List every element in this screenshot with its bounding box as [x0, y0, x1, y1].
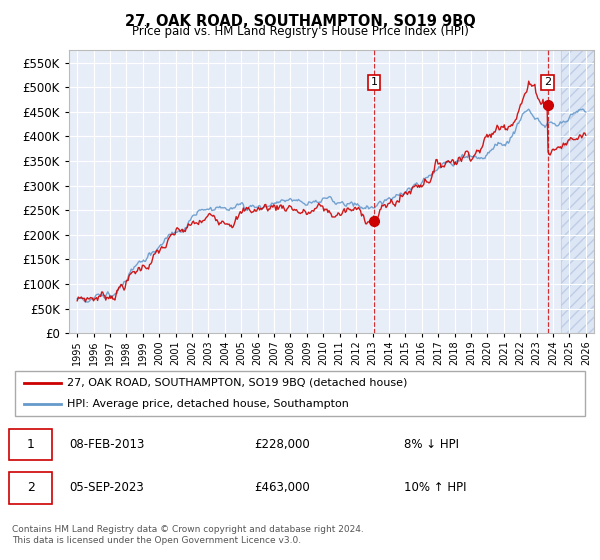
FancyBboxPatch shape [9, 472, 52, 503]
Text: £228,000: £228,000 [254, 438, 310, 451]
Text: 08-FEB-2013: 08-FEB-2013 [70, 438, 145, 451]
Text: HPI: Average price, detached house, Southampton: HPI: Average price, detached house, Sout… [67, 399, 349, 409]
Text: 05-SEP-2023: 05-SEP-2023 [70, 482, 145, 494]
Text: 1: 1 [27, 438, 35, 451]
Text: £463,000: £463,000 [254, 482, 310, 494]
Text: 8% ↓ HPI: 8% ↓ HPI [404, 438, 458, 451]
Text: 27, OAK ROAD, SOUTHAMPTON, SO19 9BQ: 27, OAK ROAD, SOUTHAMPTON, SO19 9BQ [125, 14, 475, 29]
Text: 1: 1 [371, 77, 377, 87]
FancyBboxPatch shape [9, 429, 52, 460]
Text: 10% ↑ HPI: 10% ↑ HPI [404, 482, 466, 494]
Text: 27, OAK ROAD, SOUTHAMPTON, SO19 9BQ (detached house): 27, OAK ROAD, SOUTHAMPTON, SO19 9BQ (det… [67, 378, 407, 388]
Text: 2: 2 [27, 482, 35, 494]
Bar [561, 50, 594, 333]
Text: Price paid vs. HM Land Registry's House Price Index (HPI): Price paid vs. HM Land Registry's House … [131, 25, 469, 38]
FancyBboxPatch shape [15, 371, 585, 416]
Text: 2: 2 [544, 77, 551, 87]
Bar [561, 50, 594, 333]
Text: Contains HM Land Registry data © Crown copyright and database right 2024.
This d: Contains HM Land Registry data © Crown c… [12, 525, 364, 545]
